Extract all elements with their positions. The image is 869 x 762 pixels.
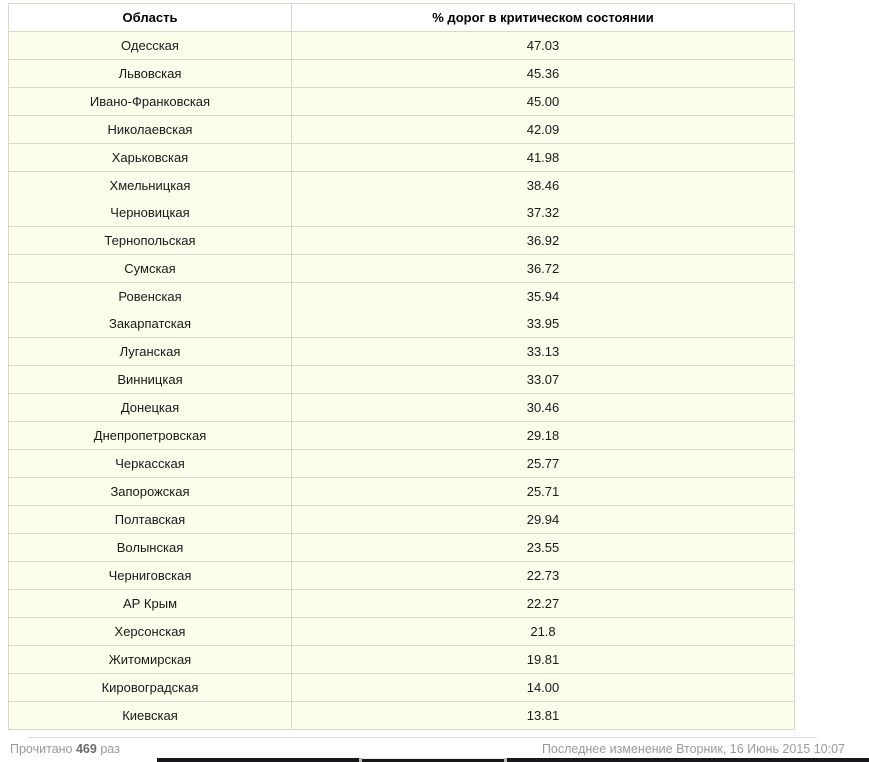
table-row: Черниговская 22.73 [8, 561, 795, 590]
value-cell: 19.81 [291, 645, 795, 674]
value-cell: 45.36 [291, 59, 795, 88]
article-footer: Прочитано 469 раз Последнее изменение Вт… [10, 742, 845, 756]
value-cell: 33.13 [291, 337, 795, 366]
region-cell: Хмельницкая [8, 171, 292, 199]
value-cell: 36.92 [291, 226, 795, 255]
table-row: Черкасская 25.77 [8, 449, 795, 478]
bottom-bar-separator [504, 758, 507, 762]
table-row: Днепропетровская 29.18 [8, 421, 795, 450]
value-cell: 13.81 [291, 701, 795, 730]
read-count-text: Прочитано 469 раз [10, 742, 120, 756]
region-cell: Николаевская [8, 115, 292, 144]
region-cell: Житомирская [8, 645, 292, 674]
value-cell: 38.46 [291, 171, 795, 199]
region-cell: Донецкая [8, 393, 292, 422]
value-cell: 30.46 [291, 393, 795, 422]
region-cell: Кировоградская [8, 673, 292, 702]
region-cell: Львовская [8, 59, 292, 88]
value-cell: 33.95 [291, 310, 795, 338]
region-cell: Сумская [8, 254, 292, 283]
value-cell: 47.03 [291, 31, 795, 60]
region-cell: Черновицкая [8, 199, 292, 227]
table-row: Кировоградская 14.00 [8, 673, 795, 702]
table-row: Хмельницкая 38.46 [8, 171, 795, 199]
column-header-region: Область [8, 3, 292, 32]
value-cell: 29.94 [291, 505, 795, 534]
table-row: Винницкая 33.07 [8, 365, 795, 394]
read-count-suffix: раз [100, 742, 120, 756]
value-cell: 45.00 [291, 87, 795, 116]
region-cell: Херсонская [8, 617, 292, 646]
read-count-value: 469 [75, 742, 97, 756]
region-cell: АР Крым [8, 589, 292, 618]
table-row: Ивано-Франковская 45.00 [8, 87, 795, 116]
region-cell: Одесская [8, 31, 292, 60]
bottom-bar-separator [359, 758, 362, 762]
region-cell: Черкасская [8, 449, 292, 478]
value-cell: 21.8 [291, 617, 795, 646]
table-row: Харьковская 41.98 [8, 143, 795, 172]
table-row: Херсонская 21.8 [8, 617, 795, 646]
value-cell: 42.09 [291, 115, 795, 144]
table-row: Закарпатская 33.95 [8, 310, 795, 338]
bottom-dark-bar [157, 758, 869, 762]
region-cell: Тернопольская [8, 226, 292, 255]
table-row: Волынская 23.55 [8, 533, 795, 562]
table-row: Житомирская 19.81 [8, 645, 795, 674]
table-row: Луганская 33.13 [8, 337, 795, 366]
table-row: Ровенская 35.94 [8, 282, 795, 310]
value-cell: 41.98 [291, 143, 795, 172]
region-cell: Закарпатская [8, 310, 292, 338]
value-cell: 37.32 [291, 199, 795, 227]
region-cell: Винницкая [8, 365, 292, 394]
column-header-value: % дорог в критическом состоянии [291, 3, 795, 32]
table-row: Тернопольская 36.92 [8, 226, 795, 255]
value-cell: 35.94 [291, 282, 795, 310]
table-row: Запорожская 25.71 [8, 477, 795, 506]
region-cell: Черниговская [8, 561, 292, 590]
region-cell: Луганская [8, 337, 292, 366]
table-row: АР Крым 22.27 [8, 589, 795, 618]
region-cell: Ивано-Франковская [8, 87, 292, 116]
region-cell: Волынская [8, 533, 292, 562]
footer-divider [28, 737, 817, 738]
region-cell: Полтавская [8, 505, 292, 534]
table-row: Киевская 13.81 [8, 701, 795, 730]
region-cell: Киевская [8, 701, 292, 730]
table-row: Сумская 36.72 [8, 254, 795, 283]
table-row: Черновицкая 37.32 [8, 199, 795, 227]
roads-critical-table: Область % дорог в критическом состоянии … [8, 3, 795, 730]
table-row: Донецкая 30.46 [8, 393, 795, 422]
table-header-row: Область % дорог в критическом состоянии [8, 3, 795, 32]
table-row: Полтавская 29.94 [8, 505, 795, 534]
table-row: Николаевская 42.09 [8, 115, 795, 144]
value-cell: 29.18 [291, 421, 795, 450]
region-cell: Ровенская [8, 282, 292, 310]
last-modified-text: Последнее изменение Вторник, 16 Июнь 201… [541, 742, 845, 756]
value-cell: 36.72 [291, 254, 795, 283]
value-cell: 23.55 [291, 533, 795, 562]
bottom-bar-segment-highlight [362, 758, 504, 759]
value-cell: 25.71 [291, 477, 795, 506]
region-cell: Днепропетровская [8, 421, 292, 450]
table-row: Одесская 47.03 [8, 31, 795, 60]
value-cell: 14.00 [291, 673, 795, 702]
value-cell: 33.07 [291, 365, 795, 394]
table-row: Львовская 45.36 [8, 59, 795, 88]
value-cell: 22.27 [291, 589, 795, 618]
region-cell: Запорожская [8, 477, 292, 506]
read-count-label: Прочитано [10, 742, 73, 756]
value-cell: 22.73 [291, 561, 795, 590]
region-cell: Харьковская [8, 143, 292, 172]
value-cell: 25.77 [291, 449, 795, 478]
